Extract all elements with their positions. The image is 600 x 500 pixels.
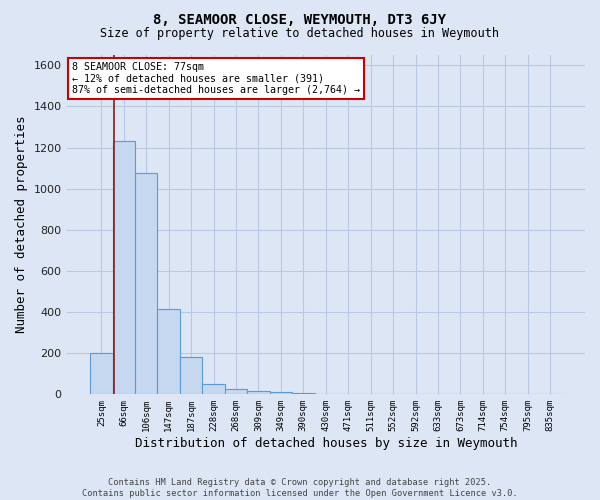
Text: Contains HM Land Registry data © Crown copyright and database right 2025.
Contai: Contains HM Land Registry data © Crown c… (82, 478, 518, 498)
Bar (157, 309, 180, 394)
Text: 8, SEAMOOR CLOSE, WEYMOUTH, DT3 6JY: 8, SEAMOOR CLOSE, WEYMOUTH, DT3 6JY (154, 12, 446, 26)
Bar (269, 392, 292, 394)
Bar (180, 358, 202, 395)
Y-axis label: Number of detached properties: Number of detached properties (15, 116, 28, 334)
Bar (225, 388, 247, 394)
Text: Size of property relative to detached houses in Weymouth: Size of property relative to detached ho… (101, 28, 499, 40)
Bar (90, 353, 113, 395)
Bar (135, 174, 157, 394)
X-axis label: Distribution of detached houses by size in Weymouth: Distribution of detached houses by size … (134, 437, 517, 450)
Bar (247, 390, 269, 394)
Bar (113, 142, 135, 394)
Bar (202, 384, 225, 394)
Bar (292, 392, 314, 394)
Text: 8 SEAMOOR CLOSE: 77sqm
← 12% of detached houses are smaller (391)
87% of semi-de: 8 SEAMOOR CLOSE: 77sqm ← 12% of detached… (72, 62, 360, 95)
